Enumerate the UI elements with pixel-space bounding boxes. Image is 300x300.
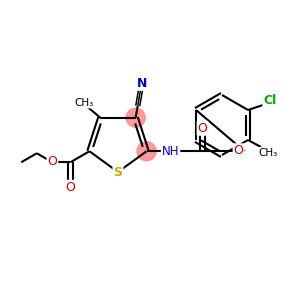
Text: N: N xyxy=(136,77,147,90)
Text: CH₃: CH₃ xyxy=(74,98,93,108)
Circle shape xyxy=(137,142,156,161)
Text: O: O xyxy=(234,144,244,157)
Text: CH₃: CH₃ xyxy=(258,148,278,158)
Text: O: O xyxy=(198,122,208,135)
Text: O: O xyxy=(47,155,57,168)
Text: O: O xyxy=(65,181,75,194)
Text: NH: NH xyxy=(162,145,179,158)
Text: Cl: Cl xyxy=(263,94,277,106)
Text: S: S xyxy=(113,166,122,178)
Circle shape xyxy=(126,108,145,127)
